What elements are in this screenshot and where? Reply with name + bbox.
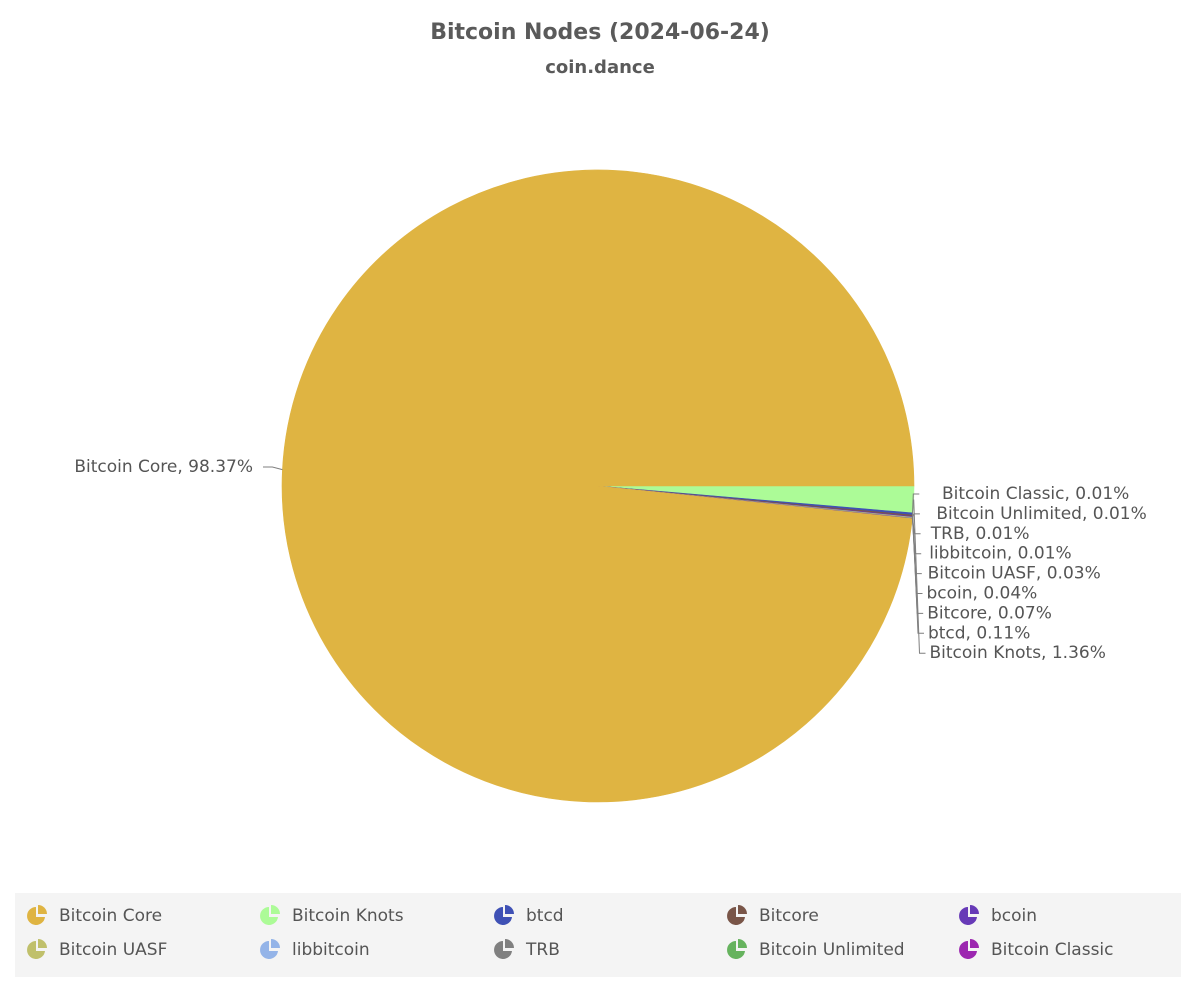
data-label-trb: TRB, 0.01% (930, 524, 1030, 544)
legend: Bitcoin Core Bitcoin Knots btcd Bitcore bcoi… (15, 893, 1181, 977)
legend-item-trb[interactable]: TRB (492, 937, 560, 963)
leader-line-btcd (912, 514, 924, 634)
legend-label: Bitcoin UASF (59, 940, 168, 960)
legend-item-bcoin[interactable]: bcoin (957, 903, 1037, 929)
legend-item-libbitcoin[interactable]: libbitcoin (258, 937, 370, 963)
pie-icon (494, 905, 514, 925)
legend-label: Bitcoin Unlimited (759, 940, 905, 960)
data-label-bcoin: bcoin, 0.04% (926, 584, 1037, 604)
pie-icon (494, 939, 514, 959)
chart-title: Bitcoin Nodes (2024-06-24) (430, 20, 770, 45)
data-label-bitcoin-core: Bitcoin Core, 98.37% (74, 457, 253, 477)
chart-subtitle: coin.dance (545, 57, 655, 78)
data-label-bitcoin-classic: Bitcoin Classic, 0.01% (942, 484, 1129, 504)
legend-label: Bitcore (759, 906, 819, 926)
legend-label: libbitcoin (292, 940, 370, 960)
legend-item-bitcore[interactable]: Bitcore (725, 903, 819, 929)
legend-label: btcd (526, 906, 564, 926)
data-label-libbitcoin: libbitcoin, 0.01% (929, 544, 1071, 564)
pie-icon (27, 939, 47, 959)
data-label-bitcoin-unlimited: Bitcoin Unlimited, 0.01% (936, 504, 1146, 524)
legend-label: Bitcoin Core (59, 906, 163, 926)
legend-item-bitcoin-uasf[interactable]: Bitcoin UASF (25, 937, 167, 963)
legend-item-bitcoin-unlimited[interactable]: Bitcoin Unlimited (725, 937, 905, 963)
pie-icon (959, 939, 979, 959)
leader-line-bitcoin-classic (911, 493, 920, 519)
data-label-bitcore: Bitcore, 0.07% (927, 603, 1052, 623)
pie-chart: Bitcoin Core, 98.37% Bitcoin Classic, 0.0… (74, 169, 1147, 803)
legend-label: TRB (526, 940, 560, 960)
leader-line-bitcoin-knots (913, 499, 926, 654)
pie-slice-bitcoin-core[interactable] (281, 169, 915, 803)
legend-item-btcd[interactable]: btcd (492, 903, 564, 929)
legend-label: bcoin (991, 906, 1038, 926)
legend-item-bitcoin-core[interactable]: Bitcoin Core (25, 903, 162, 929)
legend-label: Bitcoin Classic (991, 940, 1114, 960)
pie-icon (27, 905, 47, 925)
data-label-bitcoin-uasf: Bitcoin UASF, 0.03% (928, 564, 1101, 584)
data-label-btcd: btcd, 0.11% (928, 623, 1030, 643)
legend-item-bitcoin-knots[interactable]: Bitcoin Knots (258, 903, 404, 929)
pie-icon (727, 905, 747, 925)
data-label-bitcoin-knots: Bitcoin Knots, 1.36% (930, 643, 1106, 663)
legend-label: Bitcoin Knots (292, 906, 404, 926)
pie-icon (260, 905, 280, 925)
pie-icon (727, 939, 747, 959)
legend-item-bitcoin-classic[interactable]: Bitcoin Classic (957, 937, 1114, 963)
leader-line-bitcoin-core (263, 466, 283, 471)
pie-icon (260, 939, 280, 959)
pie-icon (959, 905, 979, 925)
